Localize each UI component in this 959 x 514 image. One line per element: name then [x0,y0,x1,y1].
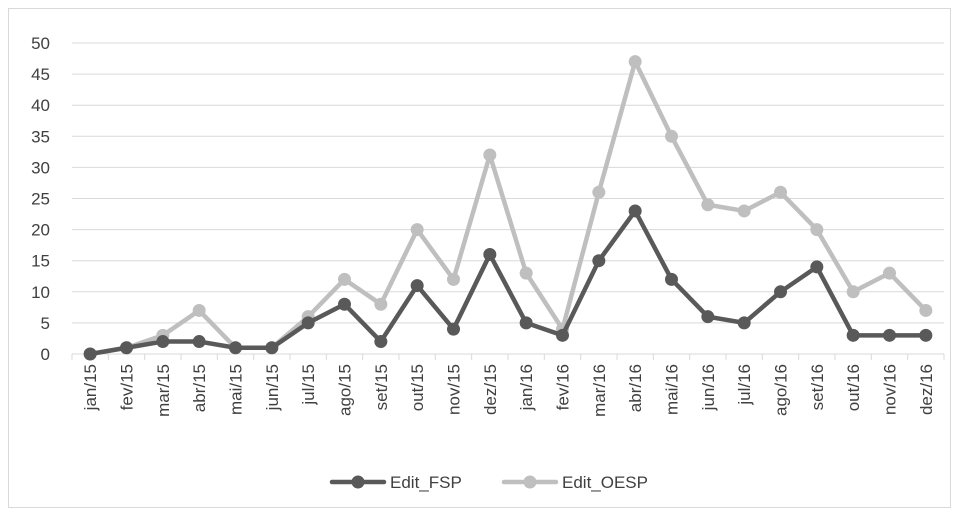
data-point [701,198,715,212]
y-tick-label: 50 [31,34,50,53]
data-point [592,185,606,199]
data-point [628,55,642,69]
x-tick-label: abr/15 [190,364,209,412]
chart-frame [8,8,951,508]
data-point [374,297,388,311]
data-point [519,266,533,280]
x-tick-label: mar/15 [154,364,173,417]
data-point [447,272,460,286]
data-point [883,266,896,280]
y-tick-label: 25 [31,190,50,209]
x-tick-label: ago/15 [336,364,355,416]
data-point [265,341,279,355]
x-tick-label: nov/15 [445,364,464,415]
legend-label: Edit_OESP [562,473,648,492]
data-point [483,148,497,162]
x-tick-label: dez/15 [481,364,500,415]
legend-marker [523,475,537,489]
y-tick-label: 20 [31,221,50,240]
x-tick-label: fev/16 [554,364,573,410]
data-point [665,272,678,286]
x-tick-label: jan/15 [81,364,100,411]
x-tick-label: mai/15 [227,364,246,415]
y-tick-label: 30 [31,158,50,177]
data-point [519,316,533,330]
y-tick-label: 35 [31,127,50,146]
legend-marker [351,475,365,489]
y-tick-label: 40 [31,96,50,115]
x-tick-label: mar/16 [590,364,609,417]
data-point [810,260,824,274]
legend: Edit_FSP Edit_OESP [329,473,648,492]
y-tick-label: 15 [31,252,50,271]
series-Edit_FSP [83,204,933,361]
data-point [665,129,678,143]
data-point [846,328,860,342]
data-point [156,335,170,349]
x-tick-label: dez/16 [917,364,936,415]
x-tick-label: jul/15 [299,364,318,406]
data-point [192,335,206,349]
x-tick-label: out/15 [408,364,427,411]
x-tick-label: jun/16 [699,364,718,411]
data-point [410,279,424,293]
y-tick-label: 5 [41,314,50,333]
data-point [737,204,751,218]
x-tick-label: nov/16 [881,364,900,415]
series-lines [83,55,933,361]
x-tick-label: jul/16 [735,364,754,406]
x-tick-label: set/16 [808,364,827,410]
data-point [883,328,896,342]
data-point [701,310,715,324]
x-tick-label: fev/15 [118,364,137,410]
x-axis: jan/15 fev/15 mar/15 abr/15 mai/15 jun/15 jul/… [71,353,945,417]
y-tick-label: 10 [31,283,50,302]
x-tick-label: set/15 [372,364,391,410]
data-point [229,341,242,355]
data-point [556,328,569,342]
x-tick-label: mai/16 [663,364,682,415]
data-point [483,247,497,261]
data-point [737,316,751,330]
gridlines [72,42,944,324]
data-point [774,185,787,199]
data-point [192,303,206,317]
x-tick-label: jun/15 [263,364,282,411]
x-tick-label: ago/16 [772,364,791,416]
data-point [301,316,315,330]
data-point [810,223,824,237]
legend-item-Edit_FSP: Edit_FSP [329,473,462,492]
data-point [628,204,642,218]
data-point [774,285,787,299]
data-point [338,272,351,286]
y-axis-ticks: 0 5 10 15 20 25 30 35 40 45 50 [31,34,50,364]
x-tick-label: abr/16 [626,364,645,412]
data-point [338,297,351,311]
data-point [592,254,606,268]
series-line-Edit_FSP [87,208,929,357]
y-tick-label: 45 [31,65,50,84]
data-point [410,223,424,237]
y-tick-label: 0 [41,345,50,364]
data-point [919,303,933,317]
legend-item-Edit_OESP: Edit_OESP [501,473,648,492]
data-point [846,285,860,299]
legend-label: Edit_FSP [390,473,462,492]
data-point [374,335,388,349]
x-tick-label: jan/16 [517,364,536,411]
series-line-Edit_OESP [87,59,929,357]
data-point [83,347,97,361]
x-tick-label: out/16 [844,364,863,411]
data-point [120,341,133,355]
data-point [447,322,460,336]
series-Edit_OESP [83,55,933,361]
data-point [919,328,933,342]
